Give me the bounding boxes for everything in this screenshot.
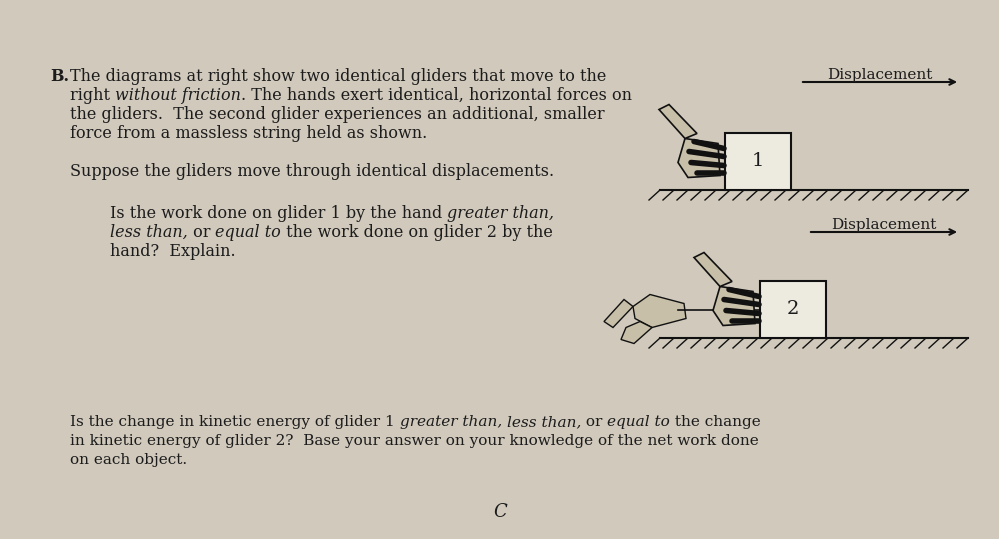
Text: less than,: less than, [506,415,581,429]
Polygon shape [713,287,755,326]
Text: right: right [70,87,115,104]
Text: Displacement: Displacement [827,68,933,82]
Text: equal to: equal to [607,415,670,429]
Bar [760,281,826,338]
Text: the gliders.  The second glider experiences an additional, smaller: the gliders. The second glider experienc… [70,106,604,123]
Polygon shape [659,105,697,139]
Text: C: C [494,503,506,521]
Text: Is the change in kinetic energy of glider 1: Is the change in kinetic energy of glide… [70,415,400,429]
Text: greater than,: greater than, [400,415,501,429]
Polygon shape [633,294,686,328]
Text: without friction: without friction [115,87,241,104]
Text: in kinetic energy of glider 2?  Base your answer on your knowledge of the net wo: in kinetic energy of glider 2? Base your… [70,434,759,448]
Text: Suppose the gliders move through identical displacements.: Suppose the gliders move through identic… [70,163,554,180]
Text: equal to: equal to [216,224,281,241]
Polygon shape [604,300,633,328]
Text: on each object.: on each object. [70,453,187,467]
Text: 1: 1 [752,153,764,170]
Text: force from a massless string held as shown.: force from a massless string held as sho… [70,125,428,142]
Polygon shape [694,252,732,287]
Text: . The hands exert identical, horizontal forces on: . The hands exert identical, horizontal … [241,87,632,104]
Text: or: or [581,415,607,429]
Text: 2: 2 [787,301,799,319]
Text: The diagrams at right show two identical gliders that move to the: The diagrams at right show two identical… [70,68,606,85]
Text: less than,: less than, [110,224,188,241]
Bar [725,133,791,190]
Polygon shape [621,321,652,343]
Text: hand?  Explain.: hand? Explain. [110,243,236,260]
Text: greater than,: greater than, [448,205,554,222]
Polygon shape [678,139,720,177]
Text: or: or [188,224,216,241]
Text: Displacement: Displacement [831,218,937,232]
Text: B.: B. [50,68,69,85]
Text: the work done on glider 2 by the: the work done on glider 2 by the [281,224,553,241]
Text: the change: the change [670,415,761,429]
Text: Is the work done on glider 1 by the hand: Is the work done on glider 1 by the hand [110,205,448,222]
